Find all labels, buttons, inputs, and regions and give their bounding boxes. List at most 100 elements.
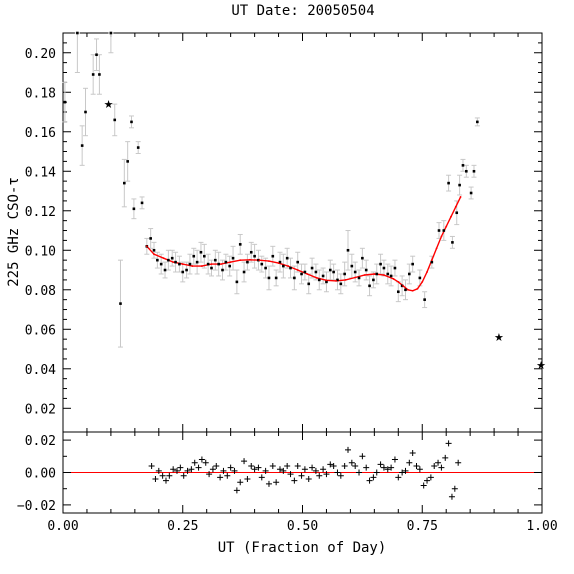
- x-tick-label: 0.00: [47, 519, 78, 534]
- residual-point: [273, 479, 280, 486]
- residual-point: [170, 466, 177, 473]
- data-point: [393, 266, 397, 270]
- data-point: [325, 280, 328, 284]
- residual-point: [455, 459, 462, 466]
- data-point: [339, 282, 343, 286]
- residual-point: [191, 459, 198, 466]
- data-point: [224, 260, 228, 264]
- residual-point: [316, 472, 323, 479]
- data-point: [328, 268, 332, 272]
- top-panel: 0.02 0.04 0.06 0.08 0.10 0.12 0.14 0.16 0.18 0.20…: [6, 31, 546, 433]
- data-point: [63, 100, 67, 104]
- data-point: [76, 31, 79, 35]
- data-point: [404, 288, 407, 292]
- y-tick-label: 0.02: [25, 434, 56, 449]
- data-point: [195, 260, 199, 264]
- y-tick-label: −0.02: [17, 499, 56, 514]
- fit-point: [383, 274, 385, 276]
- x-tick-label: 0.75: [407, 519, 438, 534]
- residual-point: [233, 487, 240, 494]
- data-point: [192, 254, 196, 258]
- fit-point: [258, 259, 261, 262]
- data-point: [249, 250, 253, 254]
- data-point: [307, 282, 311, 286]
- data-point: [372, 278, 375, 282]
- data-point: [170, 256, 174, 260]
- data-point: [188, 262, 192, 266]
- residual-point: [334, 469, 341, 476]
- data-point: [221, 268, 224, 272]
- residual-point: [312, 467, 319, 474]
- residual-point: [227, 464, 234, 471]
- residual-point: [341, 463, 348, 470]
- residual-point: [330, 463, 337, 470]
- data-point: [210, 266, 213, 270]
- residual-point: [258, 474, 265, 481]
- residual-point: [177, 464, 184, 471]
- fit-curve: [146, 196, 462, 292]
- data-point: [442, 229, 446, 232]
- residual-point: [370, 474, 377, 481]
- residual-point: [345, 446, 352, 453]
- residual-point: [213, 463, 220, 470]
- fit-point: [354, 276, 357, 279]
- y-tick-label: 0.18: [25, 86, 56, 101]
- data-point: [368, 284, 371, 288]
- residual-y-axis: −0.02 0.00 0.02: [17, 434, 542, 514]
- fit-point: [287, 265, 290, 267]
- fit-point: [153, 253, 155, 256]
- fit-point: [172, 261, 175, 264]
- residual-point: [424, 477, 431, 484]
- residual-point: [166, 472, 173, 479]
- residual-point: [395, 474, 402, 481]
- data-point: [375, 272, 379, 276]
- residual-point: [159, 472, 166, 479]
- data-point: [140, 201, 144, 205]
- fit-point: [454, 205, 457, 208]
- residual-point: [445, 440, 452, 447]
- data-point: [132, 207, 136, 211]
- residual-point: [231, 467, 238, 474]
- fit-point: [459, 196, 462, 198]
- data-point: [357, 276, 361, 280]
- data-point: [238, 243, 242, 246]
- residual-point: [284, 463, 291, 470]
- data-point: [119, 302, 122, 305]
- data-point: [451, 241, 454, 244]
- fit-point: [435, 247, 438, 250]
- residual-point: [413, 463, 420, 470]
- residual-point: [352, 463, 359, 470]
- data-point: [260, 262, 264, 266]
- data-point: [246, 260, 249, 264]
- fit-point: [277, 262, 280, 265]
- data-point: [361, 256, 364, 260]
- residual-point: [162, 477, 169, 484]
- fit-point: [406, 288, 409, 291]
- data-point: [289, 266, 292, 270]
- data-point: [203, 254, 206, 258]
- residual-point: [148, 463, 155, 470]
- errorbar-layer: [62, 32, 480, 348]
- data-point: [314, 270, 318, 274]
- data-point: [350, 264, 354, 268]
- data-point: [379, 262, 382, 266]
- fit-point: [220, 263, 222, 266]
- residual-point: [348, 459, 355, 466]
- fit-point: [239, 259, 242, 262]
- residual-point: [209, 466, 216, 473]
- y-tick-label: 0.10: [25, 244, 56, 259]
- top-panel-frame: [62, 32, 543, 433]
- fit-point: [145, 245, 148, 248]
- residual-point: [388, 464, 395, 471]
- residual-point: [298, 472, 305, 479]
- star-marker: ★: [104, 98, 114, 111]
- data-point: [156, 258, 159, 262]
- fit-point: [421, 280, 424, 283]
- fit-point: [392, 278, 395, 280]
- residual-point: [438, 464, 445, 471]
- data-point: [430, 260, 434, 264]
- data-point: [282, 264, 285, 268]
- fit-point: [210, 263, 213, 266]
- residual-point: [323, 471, 330, 478]
- fit-point: [426, 271, 428, 273]
